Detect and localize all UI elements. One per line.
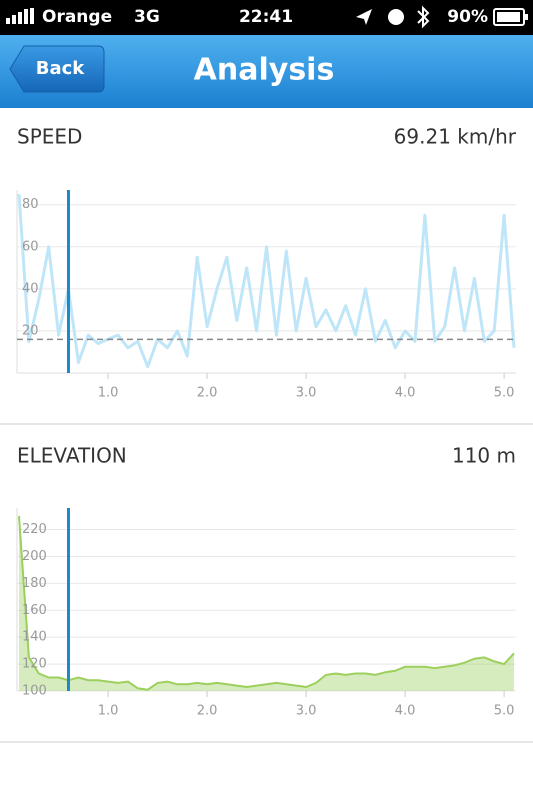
network: 3G bbox=[134, 7, 160, 27]
y-tick-label: 160 bbox=[22, 603, 47, 618]
x-tick-label: 2.0 bbox=[197, 704, 218, 719]
battery-level: 90% bbox=[447, 7, 488, 27]
clock: 22:41 bbox=[239, 7, 293, 27]
nav-title: Analysis bbox=[194, 53, 335, 88]
battery-icon bbox=[493, 8, 528, 26]
y-tick-label: 200 bbox=[22, 549, 47, 564]
status-bar bbox=[0, 0, 533, 35]
chart-title: SPEED bbox=[17, 125, 82, 149]
x-tick-label: 3.0 bbox=[296, 704, 317, 719]
bluetooth-icon bbox=[417, 5, 430, 29]
back-button[interactable]: Back bbox=[9, 45, 105, 93]
y-tick-label: 120 bbox=[22, 657, 47, 672]
y-tick-label: 100 bbox=[22, 684, 47, 699]
current-value: 110 m bbox=[452, 444, 516, 468]
x-tick-label: 5.0 bbox=[494, 386, 515, 401]
x-tick-label: 1.0 bbox=[98, 704, 119, 719]
x-tick-label: 4.0 bbox=[395, 704, 416, 719]
carrier: Orange bbox=[42, 7, 112, 27]
elevation-area-fill bbox=[18, 516, 515, 691]
x-tick-label: 3.0 bbox=[296, 386, 317, 401]
signal-bars bbox=[6, 8, 34, 24]
location-icon bbox=[356, 9, 372, 25]
x-tick-label: 2.0 bbox=[197, 386, 218, 401]
chart-title: ELEVATION bbox=[17, 444, 127, 468]
y-tick-label: 60 bbox=[22, 239, 39, 254]
x-tick-label: 1.0 bbox=[98, 386, 119, 401]
y-tick-label: 80 bbox=[22, 197, 39, 212]
y-tick-label: 220 bbox=[22, 522, 47, 537]
x-tick-label: 4.0 bbox=[395, 386, 416, 401]
current-value: 69.21 km/hr bbox=[394, 125, 517, 149]
y-tick-label: 140 bbox=[22, 630, 47, 645]
clock-icon bbox=[388, 9, 404, 25]
x-tick-label: 5.0 bbox=[494, 704, 515, 719]
back-label[interactable]: Back bbox=[36, 58, 86, 79]
y-tick-label: 40 bbox=[22, 281, 39, 296]
y-tick-label: 180 bbox=[22, 576, 47, 591]
y-tick-label: 20 bbox=[22, 323, 39, 338]
speed-line bbox=[17, 194, 516, 369]
elevation-line bbox=[18, 516, 515, 691]
